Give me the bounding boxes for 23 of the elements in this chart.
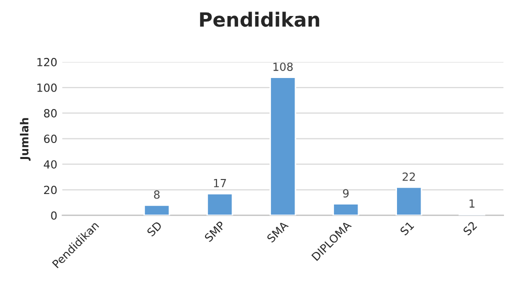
bar: [332, 203, 360, 216]
y-tick-label: 80: [44, 109, 57, 118]
data-label: 9: [343, 189, 349, 198]
data-label: 8: [154, 190, 160, 199]
chart-title: Pendidikan: [200, 12, 320, 27]
x-tick-label: SD: [146, 220, 162, 237]
data-label: 17: [214, 179, 226, 188]
y-tick-label: 120: [37, 58, 57, 66]
bar: [270, 76, 296, 216]
x-tick-label: S1: [400, 221, 414, 236]
y-axis-title: Jumlah: [20, 118, 31, 161]
y-tick-label: 40: [44, 160, 57, 169]
y-tick-label: 20: [44, 186, 57, 194]
data-label: 22: [402, 172, 415, 181]
bar: [144, 204, 170, 216]
y-tick-label: 100: [37, 83, 57, 92]
y-tick-label: 60: [44, 134, 57, 144]
y-tick-label: 0: [51, 211, 57, 220]
bar: [206, 192, 234, 216]
x-tick-label: S2: [462, 221, 478, 236]
bar: [396, 186, 422, 216]
data-label: 108: [273, 62, 293, 71]
data-label: 1: [470, 199, 474, 208]
